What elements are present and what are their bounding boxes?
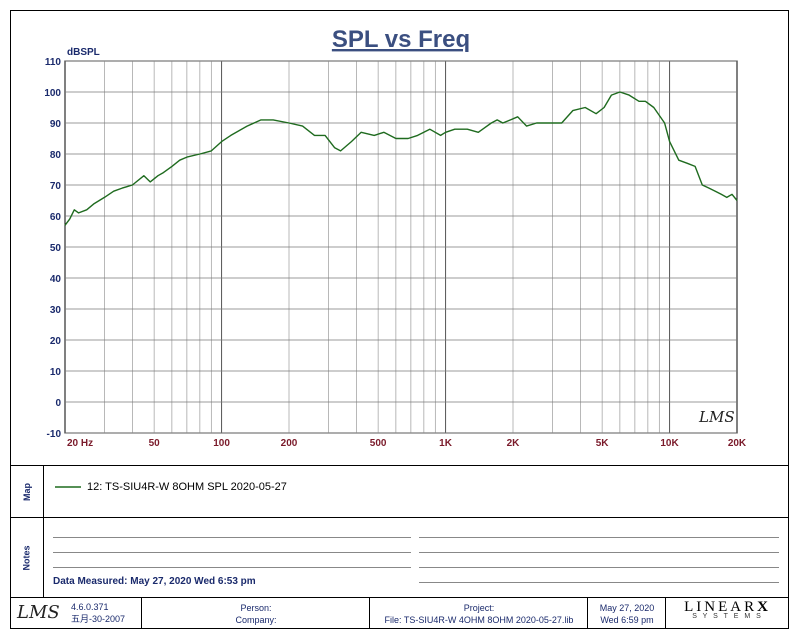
y-tick-label: 40 [50, 274, 62, 285]
footer-date: May 27, 2020 [599, 603, 655, 613]
legend-entry: 12: TS-SIU4R-W 8OHM SPL 2020-05-27 [87, 481, 287, 493]
series-layer [64, 91, 738, 226]
lms-watermark-logo: LMS [698, 408, 735, 426]
y-tick-label: 30 [50, 305, 62, 316]
notes-label: Notes [21, 545, 32, 571]
y-axis-label: dBSPL [67, 47, 100, 58]
version-text: 4.6.0.371 [71, 602, 109, 612]
y-tick-label: -10 [47, 429, 62, 440]
y-tick-label: 80 [50, 150, 62, 161]
footer-bar: LMS 4.6.0.371 五月-30-2007 Person: Company… [11, 597, 788, 628]
data-measured-text: Data Measured: May 27, 2020 Wed 6:53 pm [53, 576, 256, 587]
spl-series-line [64, 91, 738, 226]
x-tick-label: 10K [660, 438, 679, 449]
person-label: Person: [240, 603, 272, 613]
y-tick-label: 50 [50, 243, 62, 254]
company-label: Company: [235, 615, 277, 625]
map-panel: Map 12: TS-SIU4R-W 8OHM SPL 2020-05-27 [11, 465, 788, 517]
footer-lms-logo: LMS [17, 602, 60, 623]
chart-title: SPL vs Freq [332, 26, 470, 53]
notes-panel: Notes Data Measured: May 27, 2020 Wed 6:… [11, 517, 788, 597]
version-date: 五月-30-2007 [71, 614, 126, 624]
map-label: Map [22, 483, 32, 501]
footer-time: Wed 6:59 pm [600, 615, 654, 625]
chart-grid [64, 60, 738, 434]
y-tick-label: 0 [55, 398, 61, 409]
y-tick-label: 100 [44, 88, 61, 99]
legend-line-swatch [55, 486, 81, 488]
lms-report-frame: SPL vs Freq dBSPL 110 100 90 80 70 60 50 40 30 20… [10, 10, 789, 629]
x-tick-label: 20 Hz [67, 438, 93, 449]
y-tick-label: 20 [50, 336, 62, 347]
y-tick-label: 70 [50, 181, 62, 192]
x-tick-label: 500 [370, 438, 387, 449]
x-tick-label: 1K [439, 438, 453, 449]
x-tick-label: 200 [281, 438, 298, 449]
x-tick-label: 50 [149, 438, 161, 449]
x-tick-label: 5K [596, 438, 610, 449]
y-tick-label: 10 [50, 367, 62, 378]
x-tick-labels: 20 Hz 50 100 200 500 1K 2K 5K 10K 20K [67, 438, 747, 449]
spl-chart: SPL vs Freq dBSPL 1101009080706050403020… [44, 26, 747, 449]
y-tick-label: 90 [50, 119, 62, 130]
y-tick-label: 110 [45, 57, 62, 68]
x-tick-label: 100 [213, 438, 230, 449]
file-name: File: TS-SIU4R-W 4OHM 8OHM 2020-05-27.li… [384, 615, 574, 625]
x-tick-label: 2K [507, 438, 521, 449]
y-tick-label: 60 [50, 212, 62, 223]
project-label: Project: [463, 603, 495, 613]
linearx-logo: LINEARX [684, 599, 771, 615]
systems-label: S Y S T E M S [692, 613, 763, 620]
x-tick-label: 20K [728, 438, 747, 449]
